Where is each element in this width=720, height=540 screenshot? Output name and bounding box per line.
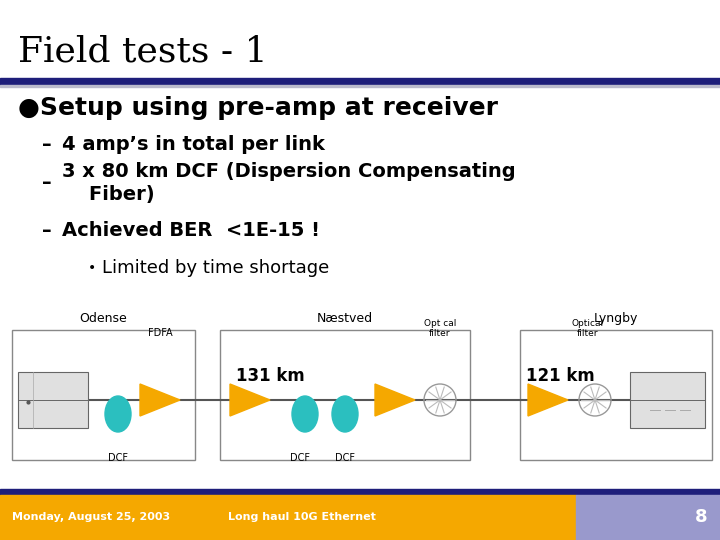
Text: 10 GbE: 10 GbE [638, 376, 665, 385]
Text: 8: 8 [696, 509, 708, 526]
Bar [0, 489, 720, 495]
Text: Lyngby: Lyngby [594, 312, 638, 325]
Text: Field tests - 1: Field tests - 1 [18, 35, 268, 69]
Text: ●: ● [18, 96, 40, 120]
Bar [220, 330, 470, 460]
Text: DCF: DCF [108, 453, 128, 463]
Text: Optical
filter: Optical filter [572, 319, 604, 338]
Text: FDFA: FDFA [148, 328, 172, 338]
Text: •: • [88, 261, 96, 275]
Text: DCF: DCF [290, 453, 310, 463]
Text: DCF: DCF [335, 453, 355, 463]
Bar [630, 372, 705, 428]
Ellipse shape [332, 396, 358, 432]
Text: Odense: Odense [80, 312, 127, 325]
Text: Næstved: Næstved [317, 312, 373, 325]
Text: –: – [42, 136, 52, 154]
Ellipse shape [105, 396, 131, 432]
Text: Setup using pre-amp at receiver: Setup using pre-amp at receiver [40, 96, 498, 120]
Text: 121 km: 121 km [526, 367, 595, 385]
Text: Opt cal
filter: Opt cal filter [424, 319, 456, 338]
Polygon shape [375, 384, 415, 416]
Bar [12, 330, 195, 460]
Text: 3 x 80 km DCF (Dispersion Compensating
    Fiber): 3 x 80 km DCF (Dispersion Compensating F… [62, 162, 516, 204]
Polygon shape [230, 384, 270, 416]
Bar [0, 495, 576, 540]
Polygon shape [140, 384, 180, 416]
Ellipse shape [292, 396, 318, 432]
Text: 4 amp’s in total per link: 4 amp’s in total per link [62, 136, 325, 154]
Bar [520, 330, 712, 460]
Text: Long haul 10G Ethernet: Long haul 10G Ethernet [228, 512, 377, 523]
Text: Monday, August 25, 2003: Monday, August 25, 2003 [12, 512, 170, 523]
Bar [576, 495, 720, 540]
Bar [0, 85, 720, 87]
Bar [18, 372, 88, 428]
Bar [0, 78, 720, 85]
Text: 10 GbE: 10 GbE [20, 376, 48, 385]
Text: Achieved BER  <1E-15 !: Achieved BER <1E-15 ! [62, 220, 320, 240]
Text: Limited by time shortage: Limited by time shortage [102, 259, 329, 277]
Text: –: – [42, 173, 52, 192]
Polygon shape [528, 384, 568, 416]
Text: –: – [42, 220, 52, 240]
Text: 131 km: 131 km [235, 367, 305, 385]
